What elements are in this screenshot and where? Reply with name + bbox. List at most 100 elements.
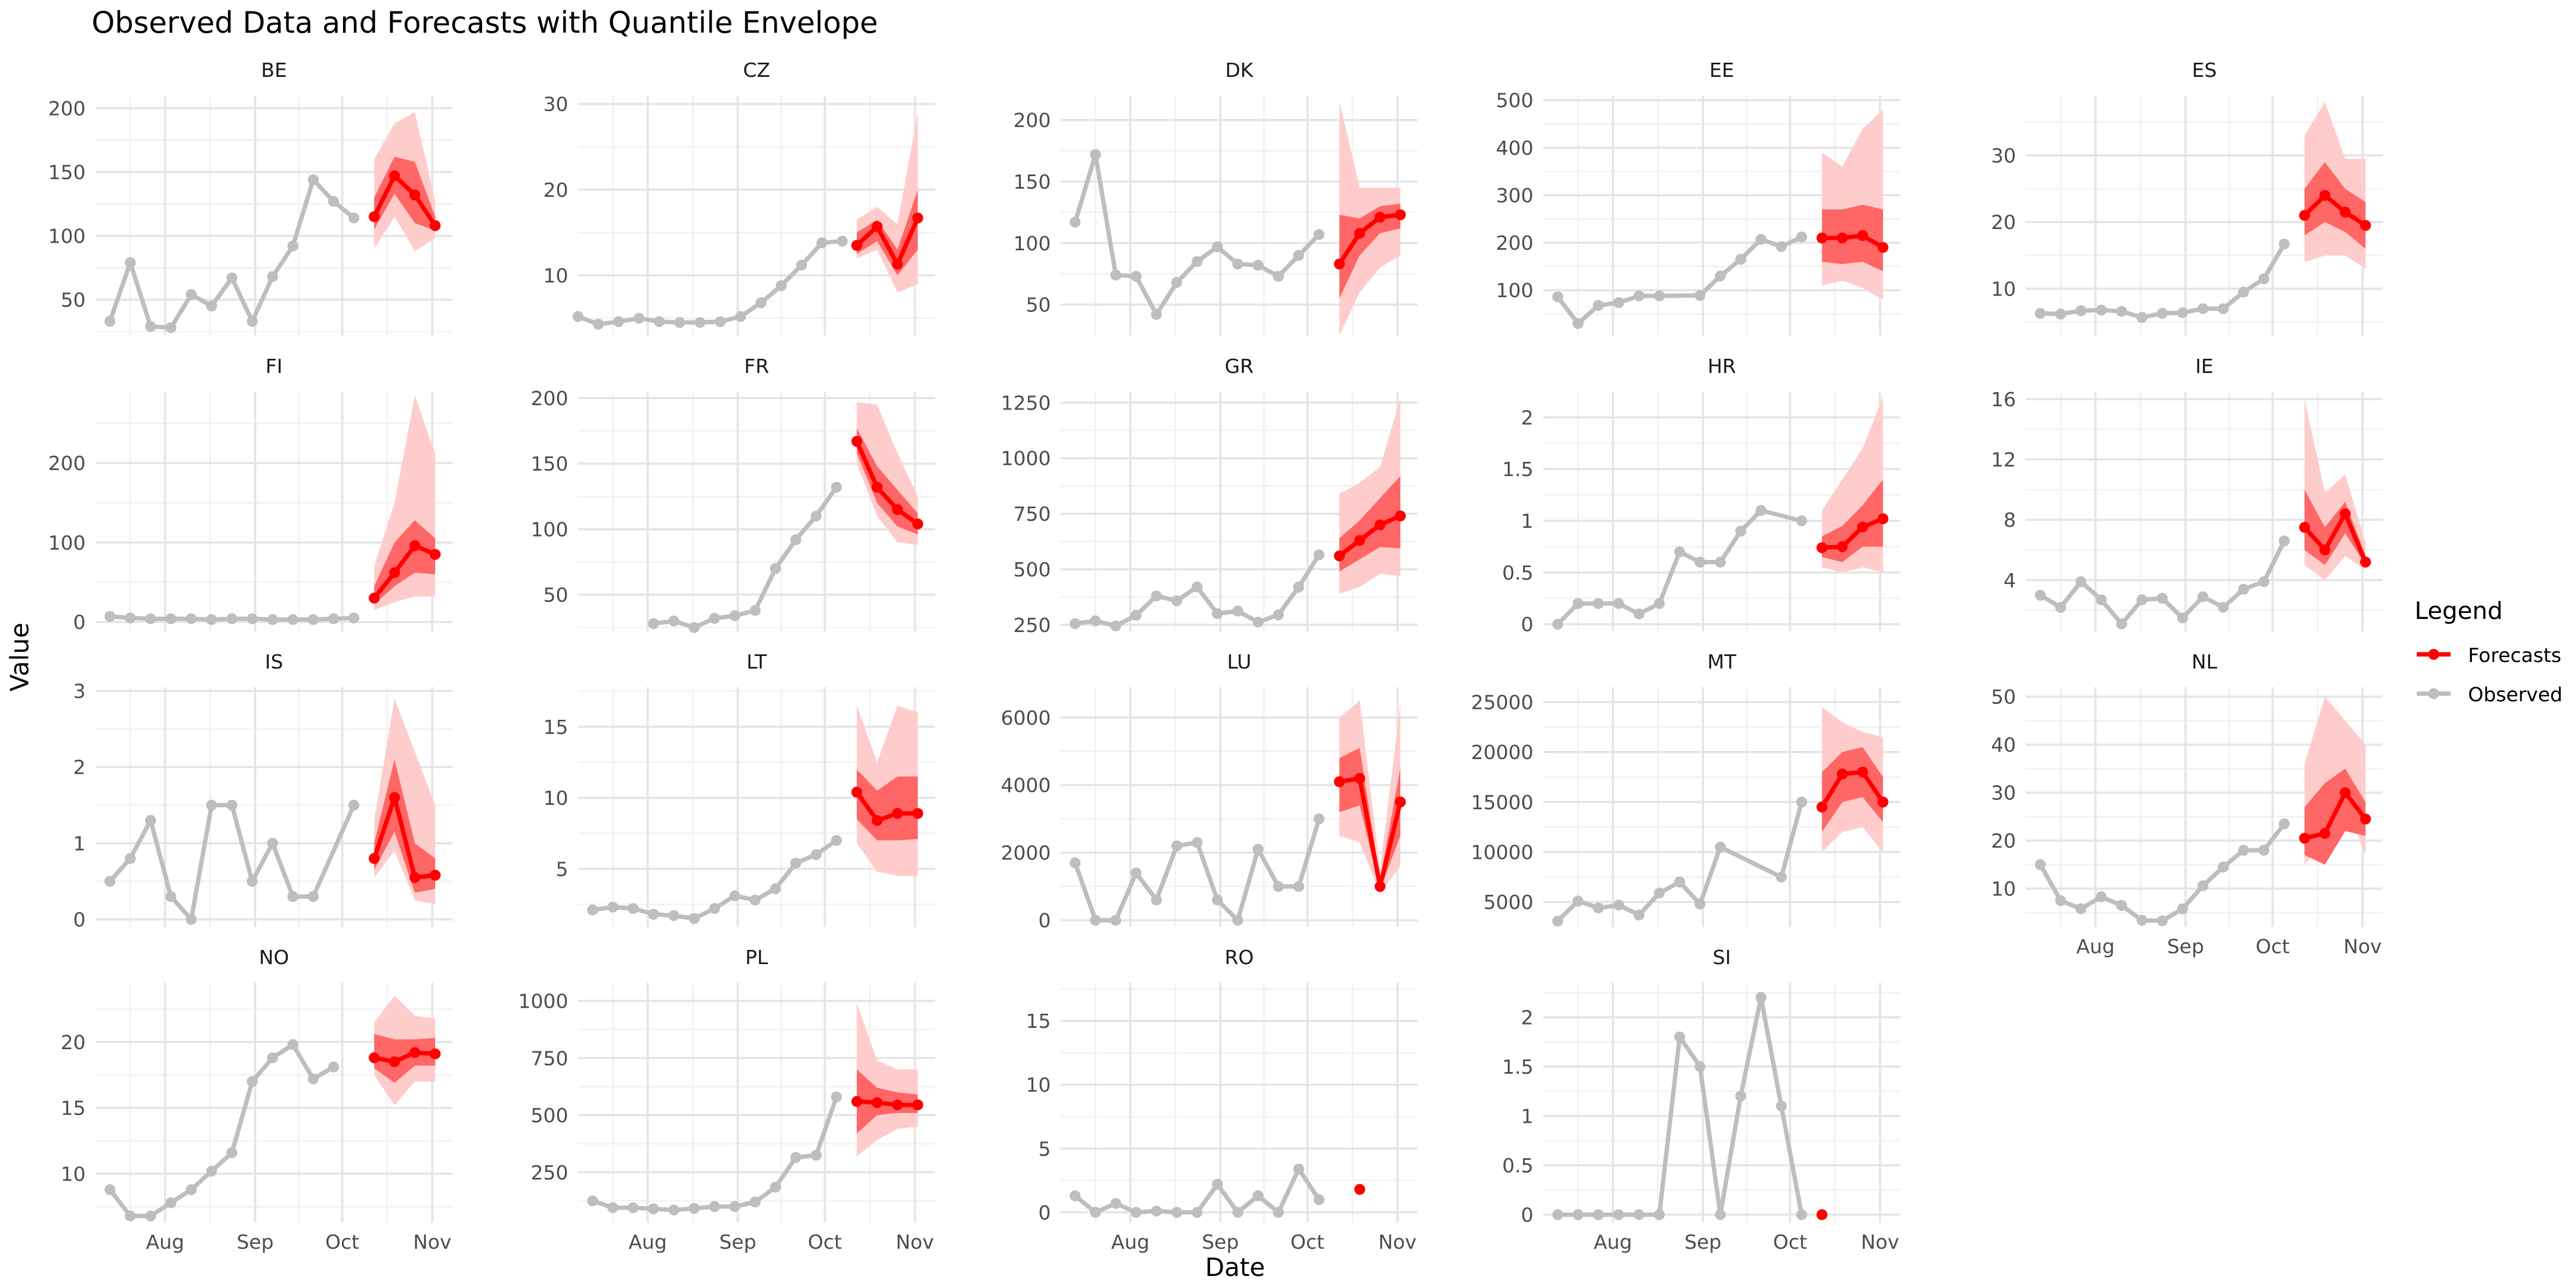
y-tick-label: 500: [1496, 90, 1533, 112]
panel-title: CZ: [743, 59, 771, 82]
forecast-point: [2299, 210, 2310, 221]
forecast-point: [389, 567, 400, 579]
forecast-point: [2299, 833, 2310, 844]
observed-point: [1110, 620, 1122, 631]
forecast-point: [369, 592, 380, 604]
forecast-point: [389, 170, 400, 182]
observed-point: [267, 838, 278, 849]
observed-point: [2096, 594, 2107, 605]
panel-title: FR: [744, 356, 769, 378]
observed-point: [1694, 556, 1706, 568]
x-tick-label: Nov: [2344, 936, 2382, 958]
observed-point: [1593, 1209, 1604, 1220]
forecast-point: [912, 808, 924, 819]
facet-panel-lu: 0 2000 4000 6000 LU: [1001, 651, 1418, 932]
observed-point: [830, 482, 842, 493]
x-tick-label: Sep: [1684, 1231, 1722, 1254]
x-tick-label: Sep: [1202, 1231, 1239, 1254]
facet-panel-no: 10 15 20 NO Aug Sep Oct Nov: [61, 947, 453, 1254]
observed-point: [1593, 902, 1604, 914]
forecast-point: [1334, 550, 1345, 562]
facet-panel-ee: 100 200 300 400 500 EE: [1496, 59, 1900, 335]
y-tick-label: 0: [1038, 910, 1051, 932]
forecast-band-inner: [1822, 479, 1883, 562]
forecast-line: [1822, 233, 1885, 250]
observed-line: [1073, 152, 1321, 317]
observed-point: [1714, 556, 1726, 568]
y-tick-label: 4000: [1001, 775, 1051, 797]
observed-point: [1633, 608, 1645, 619]
forecast-band-outer: [1339, 700, 1401, 894]
observed-point: [790, 1152, 802, 1163]
forecast-line: [1338, 514, 1401, 558]
observed-point: [1714, 1209, 1726, 1220]
forecast-line: [854, 791, 918, 823]
forecast-point: [1816, 232, 1828, 244]
forecast-point: [851, 786, 863, 798]
observed-point: [1171, 276, 1183, 288]
observed-point: [1552, 618, 1563, 630]
y-tick-label: 10: [1991, 278, 2016, 300]
x-tick-label: Aug: [2077, 936, 2115, 958]
observed-point: [1694, 898, 1706, 910]
observed-point: [1130, 1207, 1142, 1218]
observed-point: [674, 317, 685, 328]
y-tick-label: 150: [531, 453, 568, 476]
observed-point: [2278, 818, 2290, 829]
observed-point: [1110, 914, 1122, 926]
x-tick-label: Aug: [629, 1231, 667, 1254]
x-tick-label: Nov: [1861, 1231, 1899, 1254]
observed-point: [1613, 598, 1624, 609]
observed-point: [267, 614, 278, 625]
observed-point: [1232, 605, 1243, 617]
observed-point: [348, 612, 359, 624]
forecast-point: [369, 211, 380, 222]
y-tick-label: 750: [1013, 503, 1051, 526]
y-tick-label: 100: [48, 532, 86, 555]
forecast-line: [855, 217, 920, 267]
y-tick-label: 30: [1991, 783, 2016, 805]
facet-panel-is: 0 1 2 3 IS: [73, 651, 453, 931]
observed-point: [775, 280, 787, 291]
y-tick-label: 20: [1991, 830, 2016, 853]
observed-point: [1313, 549, 1325, 561]
forecast-point: [369, 853, 380, 864]
observed-point: [2116, 900, 2127, 911]
y-tick-label: 1250: [1001, 392, 1051, 414]
observed-point: [2157, 308, 2168, 319]
forecast-point: [1374, 519, 1386, 531]
observed-point: [206, 614, 218, 625]
observed-point: [648, 618, 659, 629]
forecast-point: [2360, 814, 2372, 824]
observed-point: [2055, 308, 2066, 320]
observed-line: [1073, 818, 1321, 923]
observed-point: [2136, 312, 2148, 323]
observed-point: [2136, 594, 2148, 605]
observed-point: [185, 914, 197, 925]
forecast-point: [871, 221, 883, 232]
observed-point: [1273, 609, 1284, 621]
observed-point: [1232, 1207, 1243, 1218]
y-tick-label: 20: [543, 179, 568, 202]
forecast-point: [851, 1096, 863, 1107]
observed-point: [654, 316, 665, 327]
observed-point: [836, 236, 848, 247]
x-tick-label: Aug: [1111, 1231, 1149, 1254]
observed-point: [816, 237, 828, 249]
observed-point: [1633, 290, 1645, 302]
y-tick-label: 250: [1013, 615, 1051, 637]
y-tick-label: 15: [61, 1098, 86, 1120]
forecast-band-inner: [1822, 747, 1883, 832]
observed-point: [104, 876, 116, 887]
observed-point: [1253, 616, 1264, 628]
facet-panel-pl: 250 500 750 1000 PL Aug Sep Oct Nov: [518, 947, 935, 1254]
observed-point: [709, 1201, 720, 1212]
panel-title: IS: [265, 651, 283, 673]
forecast-point: [2319, 190, 2331, 201]
y-tick-label: 20000: [1471, 742, 1533, 764]
observed-point: [145, 815, 157, 826]
observed-point: [587, 1195, 598, 1207]
panel-title: LU: [1227, 651, 1251, 673]
y-tick-label: 10: [543, 787, 568, 810]
observed-point: [694, 317, 706, 328]
